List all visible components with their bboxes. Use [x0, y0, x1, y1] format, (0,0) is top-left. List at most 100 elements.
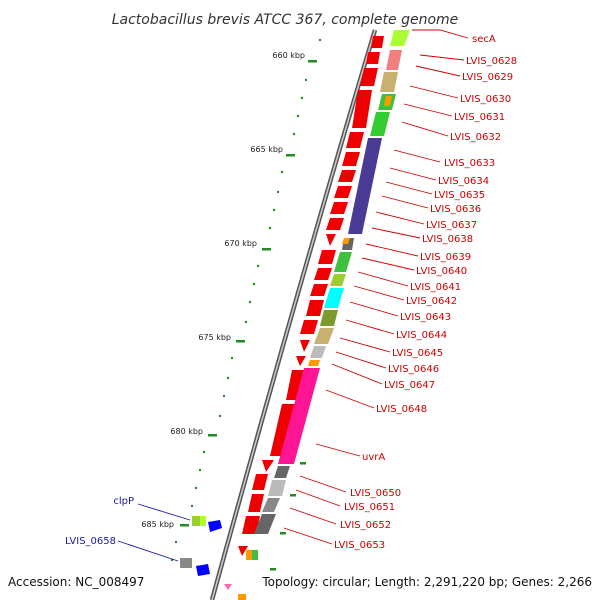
gene-arrow[interactable]	[326, 218, 344, 230]
gene-box[interactable]	[310, 346, 326, 358]
gene-box[interactable]	[274, 466, 290, 478]
gene-box[interactable]	[384, 96, 392, 106]
gene-label[interactable]: LVIS_0646	[388, 364, 439, 375]
accession-text: Accession: NC_008497	[8, 575, 144, 589]
gene-label[interactable]: LVIS_0648	[376, 404, 427, 415]
tick-dot	[304, 78, 308, 82]
gene-label[interactable]: LVIS_0634	[438, 176, 489, 187]
gene-label[interactable]: LVIS_0630	[460, 94, 511, 105]
gene-label-clpP[interactable]: clpP	[113, 496, 134, 507]
gene-arrow[interactable]	[270, 404, 296, 456]
gene-box[interactable]	[200, 516, 206, 526]
gene-arrow[interactable]	[300, 320, 318, 334]
gene-arrow-blue[interactable]	[208, 520, 222, 532]
gene-box[interactable]	[334, 252, 352, 272]
gene-arrow[interactable]	[242, 516, 260, 534]
tick-dot	[292, 132, 296, 136]
gene-box[interactable]	[238, 594, 246, 600]
gene-arrow[interactable]	[360, 68, 378, 86]
topology-text: Topology: circular; Length: 2,291,220 bp…	[261, 575, 592, 589]
gene-label[interactable]: LVIS_0637	[426, 220, 477, 231]
map-title: Lactobacillus brevis ATCC 367, complete …	[112, 12, 459, 28]
tick-dot	[252, 282, 256, 286]
gene-label[interactable]: LVIS_0643	[400, 312, 451, 323]
gene-box[interactable]	[180, 558, 192, 568]
tick-dot	[318, 38, 322, 42]
gene-box[interactable]	[278, 368, 320, 464]
gene-label[interactable]: LVIS_0638	[422, 234, 473, 245]
gene-arrow[interactable]	[296, 356, 306, 366]
gene-arrow[interactable]	[238, 546, 248, 556]
gene-box[interactable]	[320, 310, 338, 326]
tick-dot	[202, 450, 206, 454]
gene-box[interactable]	[268, 480, 286, 496]
gene-box[interactable]	[348, 138, 382, 234]
gene-arrow[interactable]	[371, 36, 384, 48]
backbone-dash	[290, 494, 296, 497]
gene-label[interactable]: LVIS_0640	[416, 266, 467, 277]
gene-label[interactable]: LVIS_0632	[450, 132, 501, 143]
gene-arrow-blue[interactable]	[196, 564, 210, 576]
gene-box[interactable]	[380, 72, 398, 92]
gene-box[interactable]	[370, 112, 390, 136]
gene-label[interactable]: LVIS_0650	[350, 488, 401, 499]
gene-label[interactable]: LVIS_0633	[444, 158, 495, 169]
left-gene-labels: clpP LVIS_0658	[65, 496, 134, 547]
gene-label[interactable]: LVIS_0636	[430, 204, 481, 215]
gene-box[interactable]	[252, 550, 258, 560]
gene-label[interactable]: LVIS_0645	[392, 348, 443, 359]
gene-box[interactable]	[314, 328, 334, 344]
tick-dot	[190, 504, 194, 508]
gene-arrow[interactable]	[306, 300, 324, 316]
gene-arrow[interactable]	[346, 132, 364, 148]
gene-box[interactable]	[308, 360, 320, 366]
gene-label[interactable]: LVIS_0651	[344, 502, 395, 513]
tick-labels: 660 kbp 665 kbp 670 kbp 675 kbp 680 kbp …	[141, 51, 305, 529]
tick-dash	[208, 434, 217, 437]
gene-label[interactable]: LVIS_0642	[406, 296, 457, 307]
gene-box[interactable]	[386, 50, 402, 70]
gene-label-lvis-0658[interactable]: LVIS_0658	[65, 536, 116, 547]
gene-label[interactable]: LVIS_0631	[454, 112, 505, 123]
gene-arrow[interactable]	[262, 460, 274, 472]
gene-box[interactable]	[254, 514, 276, 534]
tick-dot	[248, 300, 252, 304]
gene-arrow[interactable]	[334, 186, 352, 198]
gene-label[interactable]: LVIS_0644	[396, 330, 447, 341]
gene-arrow[interactable]	[318, 250, 336, 264]
gene-label[interactable]: uvrA	[362, 452, 385, 463]
gene-box[interactable]	[330, 274, 346, 286]
gene-box[interactable]	[246, 550, 252, 560]
tick-dot	[230, 356, 234, 360]
gene-arrow[interactable]	[352, 90, 372, 128]
gene-arrow[interactable]	[310, 284, 328, 296]
gene-label[interactable]: LVIS_0652	[340, 520, 391, 531]
gene-label[interactable]: LVIS_0647	[384, 380, 435, 391]
gene-box[interactable]	[342, 238, 350, 244]
tick-dot	[218, 414, 222, 418]
gene-box[interactable]	[324, 288, 344, 308]
gene-arrow[interactable]	[326, 234, 336, 246]
gene-label[interactable]: LVIS_0628	[466, 56, 517, 67]
gene-label[interactable]: LVIS_0653	[334, 540, 385, 551]
gene-arrow[interactable]	[224, 584, 232, 590]
gene-label[interactable]: LVIS_0629	[462, 72, 513, 83]
gene-arrow[interactable]	[248, 494, 264, 512]
gene-arrow[interactable]	[252, 474, 268, 490]
gene-label[interactable]: LVIS_0641	[410, 282, 461, 293]
backbone-dash	[280, 532, 286, 535]
gene-arrow[interactable]	[366, 52, 380, 64]
gene-arrow[interactable]	[338, 170, 356, 182]
tick-dot	[244, 320, 248, 324]
gene-box[interactable]	[390, 30, 410, 46]
gene-label[interactable]: secA	[472, 34, 496, 45]
gene-arrow[interactable]	[314, 268, 332, 280]
gene-arrow[interactable]	[342, 152, 360, 166]
gene-box[interactable]	[192, 516, 200, 526]
gene-label[interactable]: LVIS_0639	[420, 252, 471, 263]
gene-box[interactable]	[262, 498, 280, 512]
gene-arrow[interactable]	[300, 340, 310, 352]
gene-label[interactable]: LVIS_0635	[434, 190, 485, 201]
gene-arrow[interactable]	[330, 202, 348, 214]
